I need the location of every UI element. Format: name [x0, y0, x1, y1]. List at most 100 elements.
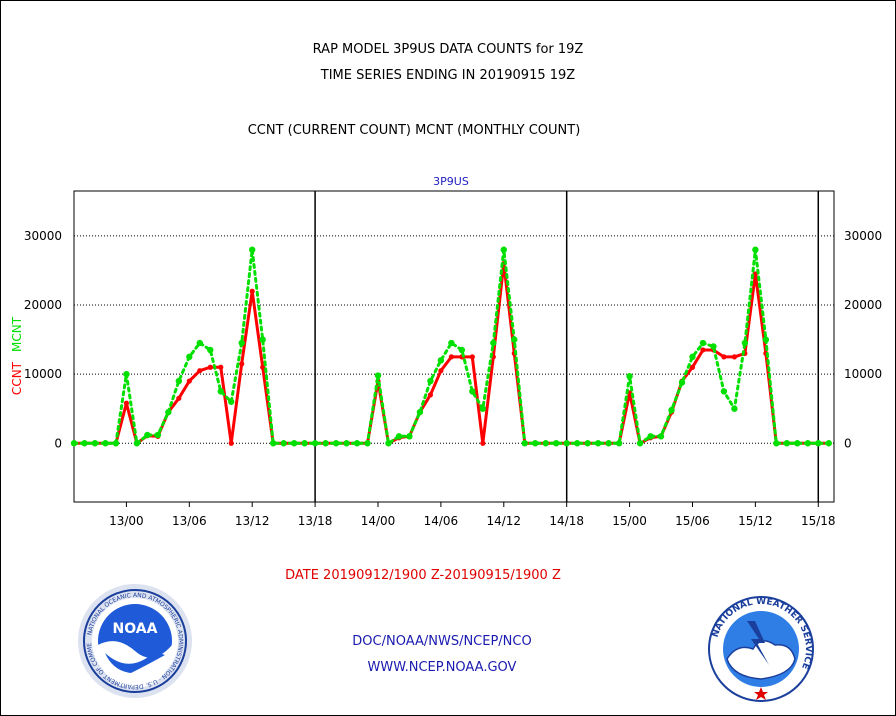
- y-tick-label: 20000: [24, 298, 62, 312]
- data-point-mcnt: [196, 339, 203, 347]
- data-point-mcnt: [102, 440, 109, 447]
- data-point-mcnt: [657, 433, 665, 440]
- data-point-mcnt: [144, 431, 151, 439]
- data-point-mcnt: [710, 343, 717, 350]
- series-layer: [70, 246, 832, 447]
- date-range-label: DATE 20190912/1900 Z-20190915/1900 Z: [285, 568, 561, 583]
- data-point-mcnt: [322, 440, 329, 447]
- data-point-mcnt: [81, 440, 88, 447]
- data-point-mcnt: [406, 433, 413, 440]
- data-point-mcnt: [584, 440, 591, 447]
- data-point-mcnt: [290, 440, 298, 447]
- data-point-mcnt: [458, 346, 466, 354]
- x-tick-label: 15/18: [801, 514, 836, 528]
- org-link[interactable]: DOC/NOAA/NWS/NCEP/NCO: [352, 634, 531, 649]
- y-tick-label-right: 20000: [844, 298, 882, 312]
- y-tick-label-right: 10000: [844, 367, 882, 381]
- y-axis-label: CCNT MCNT: [10, 316, 24, 395]
- data-point-mcnt: [448, 339, 455, 347]
- data-point-mcnt: [500, 246, 507, 253]
- data-point-ccnt: [469, 354, 475, 360]
- data-point-mcnt: [573, 440, 581, 447]
- data-point-mcnt: [395, 433, 403, 440]
- data-point-ccnt: [207, 364, 213, 370]
- y-axis-label-mcnt: MCNT: [10, 316, 24, 352]
- data-point-mcnt: [207, 346, 214, 354]
- data-point-mcnt: [437, 357, 445, 364]
- nws-logo[interactable]: NATIONAL WEATHER SERVICE: [708, 596, 814, 702]
- data-point-mcnt: [783, 440, 791, 447]
- grid-layer: [74, 235, 834, 444]
- data-point-ccnt: [689, 364, 696, 370]
- data-point-ccnt: [123, 400, 130, 406]
- x-tick-label: 14/06: [424, 514, 459, 528]
- data-point-mcnt: [249, 246, 256, 253]
- data-point-mcnt: [112, 440, 120, 447]
- data-point-mcnt: [165, 408, 172, 416]
- data-point-mcnt: [269, 440, 277, 447]
- y-tick-label-right: 0: [844, 436, 852, 450]
- axis-layer: 0 0 10000 10000 20000 20000 30000 30000 13/00 13/…: [24, 190, 882, 528]
- y-tick-label: 10000: [24, 367, 62, 381]
- data-point-ccnt: [228, 440, 234, 446]
- data-point-mcnt: [668, 406, 675, 414]
- x-tick-label: 14/18: [549, 514, 584, 528]
- data-point-mcnt: [605, 440, 612, 447]
- data-point-mcnt: [773, 440, 780, 447]
- data-point-mcnt: [280, 440, 287, 447]
- data-point-mcnt: [615, 440, 623, 447]
- data-point-ccnt: [176, 395, 182, 401]
- data-point-mcnt: [731, 405, 738, 412]
- data-point-mcnt: [70, 440, 78, 447]
- data-point-ccnt: [448, 354, 454, 360]
- data-point-mcnt: [542, 440, 549, 447]
- data-point-ccnt: [186, 378, 192, 384]
- y-axis-label-ccnt: CCNT: [10, 361, 24, 395]
- data-point-ccnt: [480, 440, 486, 446]
- data-point-mcnt: [186, 353, 193, 361]
- data-point-mcnt: [563, 440, 570, 447]
- x-tick-label: 14/12: [486, 514, 521, 528]
- y-tick-label-right: 30000: [844, 229, 882, 243]
- x-tick-label: 13/06: [172, 514, 207, 528]
- plot-border: [73, 190, 835, 503]
- data-point-mcnt: [825, 440, 832, 447]
- data-point-mcnt: [699, 339, 707, 347]
- data-point-mcnt: [678, 379, 686, 386]
- data-point-ccnt: [731, 354, 738, 360]
- data-point-mcnt: [752, 246, 759, 253]
- data-point-ccnt: [427, 392, 434, 398]
- noaa-logo-text: NOAA: [113, 621, 158, 637]
- data-point-ccnt: [721, 354, 727, 360]
- data-point-mcnt: [353, 440, 361, 447]
- chart-legend-caption: CCNT (CURRENT COUNT) MCNT (MONTHLY COUNT…: [248, 123, 581, 138]
- chart-title-line1: RAP MODEL 3P9US DATA COUNTS for 19Z: [313, 42, 584, 57]
- x-tick-label: 15/06: [675, 514, 710, 528]
- data-point-mcnt: [490, 339, 497, 347]
- x-tick-label: 15/00: [612, 514, 647, 528]
- data-point-mcnt: [238, 339, 245, 347]
- data-point-mcnt: [91, 440, 99, 447]
- panel-title: 3P9US: [433, 175, 469, 188]
- data-point-mcnt: [626, 373, 633, 380]
- data-point-ccnt: [249, 288, 255, 294]
- data-point-ccnt: [218, 364, 224, 370]
- data-point-mcnt: [647, 433, 654, 440]
- data-point-mcnt: [123, 370, 130, 378]
- chart-title-line2: TIME SERIES ENDING IN 20190915 19Z: [320, 68, 576, 83]
- data-point-mcnt: [217, 388, 224, 395]
- data-point-mcnt: [689, 353, 696, 361]
- url-link[interactable]: WWW.NCEP.NOAA.GOV: [368, 660, 517, 675]
- data-point-mcnt: [553, 440, 560, 447]
- data-point-mcnt: [804, 440, 811, 447]
- data-point-mcnt: [636, 440, 644, 447]
- noaa-logo[interactable]: NOAA NATIONAL OCEANIC AND ATMOSPHERIC AD…: [78, 584, 192, 698]
- x-tick-label: 13/18: [298, 514, 333, 528]
- data-point-mcnt: [175, 377, 183, 385]
- x-tick-label: 15/12: [738, 514, 773, 528]
- data-point-mcnt: [532, 440, 539, 447]
- data-point-mcnt: [154, 431, 162, 439]
- y-tick-label: 0: [54, 436, 62, 450]
- data-point-ccnt: [700, 347, 706, 353]
- data-point-mcnt: [815, 440, 822, 447]
